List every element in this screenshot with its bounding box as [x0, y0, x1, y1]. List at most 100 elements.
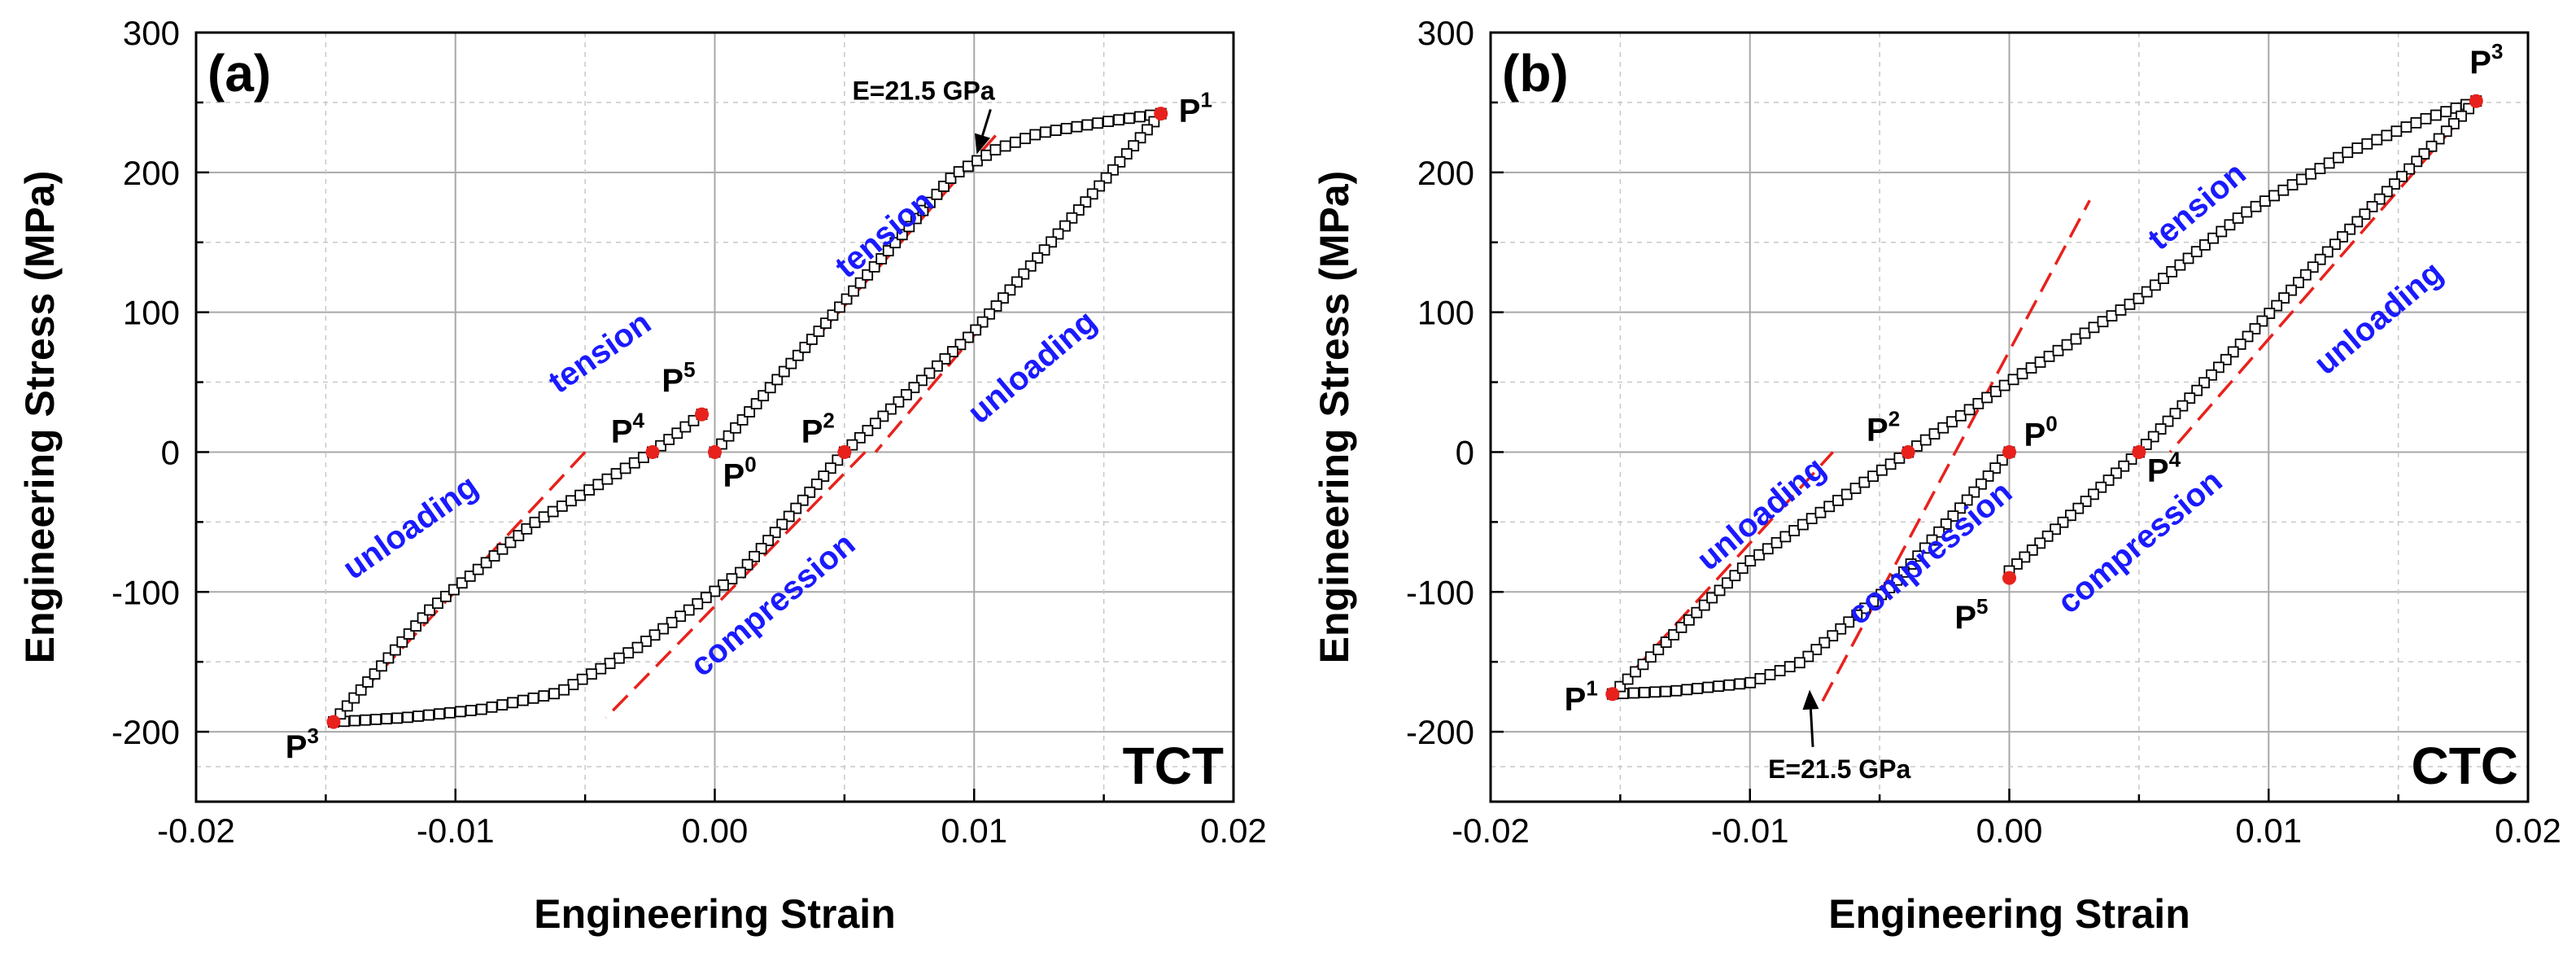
data-point-marker — [1009, 136, 1021, 148]
data-point-marker — [2007, 374, 2019, 386]
data-point-marker — [574, 489, 586, 501]
data-point-marker — [631, 641, 644, 654]
data-point-marker — [683, 604, 695, 616]
data-point-marker — [496, 699, 509, 711]
data-point-marker — [2268, 190, 2280, 202]
data-point-marker — [586, 668, 597, 680]
data-point-marker — [2199, 239, 2211, 251]
data-point-marker — [1840, 488, 1853, 501]
data-point-marker — [1019, 133, 1031, 145]
data-point-marker — [1867, 596, 1880, 607]
data-point-marker — [610, 468, 622, 479]
data-point-marker — [2410, 116, 2422, 129]
x-tick-label: -0.02 — [157, 811, 235, 850]
data-point-marker — [2097, 316, 2109, 328]
data-point-marker — [1702, 681, 1714, 693]
data-point-marker — [1734, 678, 1746, 690]
key-point-letter: P — [2147, 453, 2169, 488]
key-point-superscript: 0 — [744, 452, 756, 476]
data-point-marker — [2259, 195, 2271, 207]
key-point-p0 — [2002, 444, 2016, 459]
test-type-label: CTC — [2411, 737, 2518, 795]
x-tick-label: 0.01 — [941, 811, 1007, 850]
data-point-marker — [2079, 327, 2091, 339]
data-point-marker — [2149, 279, 2161, 291]
data-point-marker — [349, 715, 360, 727]
key-point-letter: P — [661, 363, 683, 399]
data-point-marker — [1639, 686, 1650, 698]
data-point-marker — [475, 703, 487, 715]
data-point-marker — [700, 592, 712, 604]
panel-label: (b) — [1502, 44, 1569, 103]
data-point-marker — [556, 500, 568, 512]
data-point-marker — [2295, 173, 2307, 186]
data-point-marker — [370, 714, 382, 725]
data-point-marker — [583, 484, 596, 496]
data-point-marker — [1092, 117, 1104, 129]
data-point-marker — [464, 571, 476, 582]
data-point-marker — [648, 629, 661, 641]
y-tick-label: 100 — [1417, 294, 1474, 332]
key-point-p4 — [2132, 444, 2146, 459]
data-point-marker — [1875, 588, 1888, 601]
key-point-label-p5: P5 — [1954, 594, 1988, 636]
key-point-letter: P — [1867, 412, 1888, 448]
data-point-marker — [675, 610, 687, 623]
data-point-marker — [1764, 669, 1776, 680]
data-point-marker — [1972, 398, 1984, 409]
data-point-marker — [1102, 116, 1115, 128]
data-point-marker — [360, 714, 371, 726]
data-point-marker — [423, 709, 434, 721]
data-point-marker — [980, 149, 993, 161]
data-point-marker — [454, 706, 466, 718]
key-point-letter: P — [2469, 45, 2491, 81]
plot-frame — [1489, 31, 2530, 803]
key-point-letter: P — [611, 413, 633, 449]
modulus-label: E=21.5 GPa — [1768, 754, 1910, 784]
data-point-marker — [472, 563, 484, 575]
data-point-marker — [657, 623, 669, 635]
data-point-marker — [521, 523, 533, 535]
data-point-marker — [971, 155, 983, 167]
modulus-reference-line — [1611, 451, 1835, 695]
x-tick-label: 0.00 — [1976, 811, 2043, 850]
data-point-marker — [538, 511, 550, 523]
key-point-label-p3: P3 — [286, 724, 319, 765]
key-point-label-p0: P0 — [723, 452, 757, 493]
modulus-reference-line — [1821, 199, 2091, 702]
data-point-marker — [1744, 555, 1757, 567]
data-point-marker — [2323, 157, 2335, 169]
key-point-superscript: 1 — [1200, 88, 1212, 112]
data-point-marker — [2277, 184, 2290, 196]
key-point-letter: P — [2024, 417, 2046, 453]
data-point-marker — [1628, 687, 1639, 699]
data-point-marker — [595, 662, 607, 675]
key-point-p3 — [2469, 94, 2483, 108]
data-point-marker — [1893, 452, 1906, 464]
data-point-marker — [434, 708, 445, 720]
data-point-marker — [1835, 623, 1847, 635]
data-point-marker — [1788, 525, 1801, 536]
key-point-superscript: 3 — [2491, 39, 2503, 63]
key-point-superscript: 4 — [633, 408, 645, 432]
data-point-marker — [2070, 333, 2082, 345]
data-point-marker — [538, 690, 550, 702]
data-point-marker — [1071, 120, 1083, 133]
data-point-marker — [444, 706, 456, 719]
modulus-label: E=21.5 GPa — [852, 76, 994, 105]
data-point-marker — [1723, 679, 1736, 691]
data-point-marker — [1779, 531, 1792, 543]
data-point-marker — [601, 473, 613, 485]
key-point-letter: P — [286, 729, 308, 765]
x-tick-label: -0.02 — [1452, 811, 1530, 850]
key-point-superscript: 3 — [307, 724, 318, 748]
data-point-marker — [567, 679, 579, 691]
key-point-p5 — [2002, 571, 2016, 585]
data-point-marker — [2342, 146, 2354, 159]
x-tick-label: 0.01 — [2235, 811, 2302, 850]
key-point-letter: P — [723, 457, 745, 493]
key-point-label-p3: P3 — [2469, 39, 2503, 81]
panel-a: -0.02 -0.01 0.00 0.01 0.02 -200 -100 0 100 200 300… — [17, 14, 1267, 937]
data-point-marker — [2390, 125, 2403, 138]
data-point-marker — [1911, 440, 1923, 452]
